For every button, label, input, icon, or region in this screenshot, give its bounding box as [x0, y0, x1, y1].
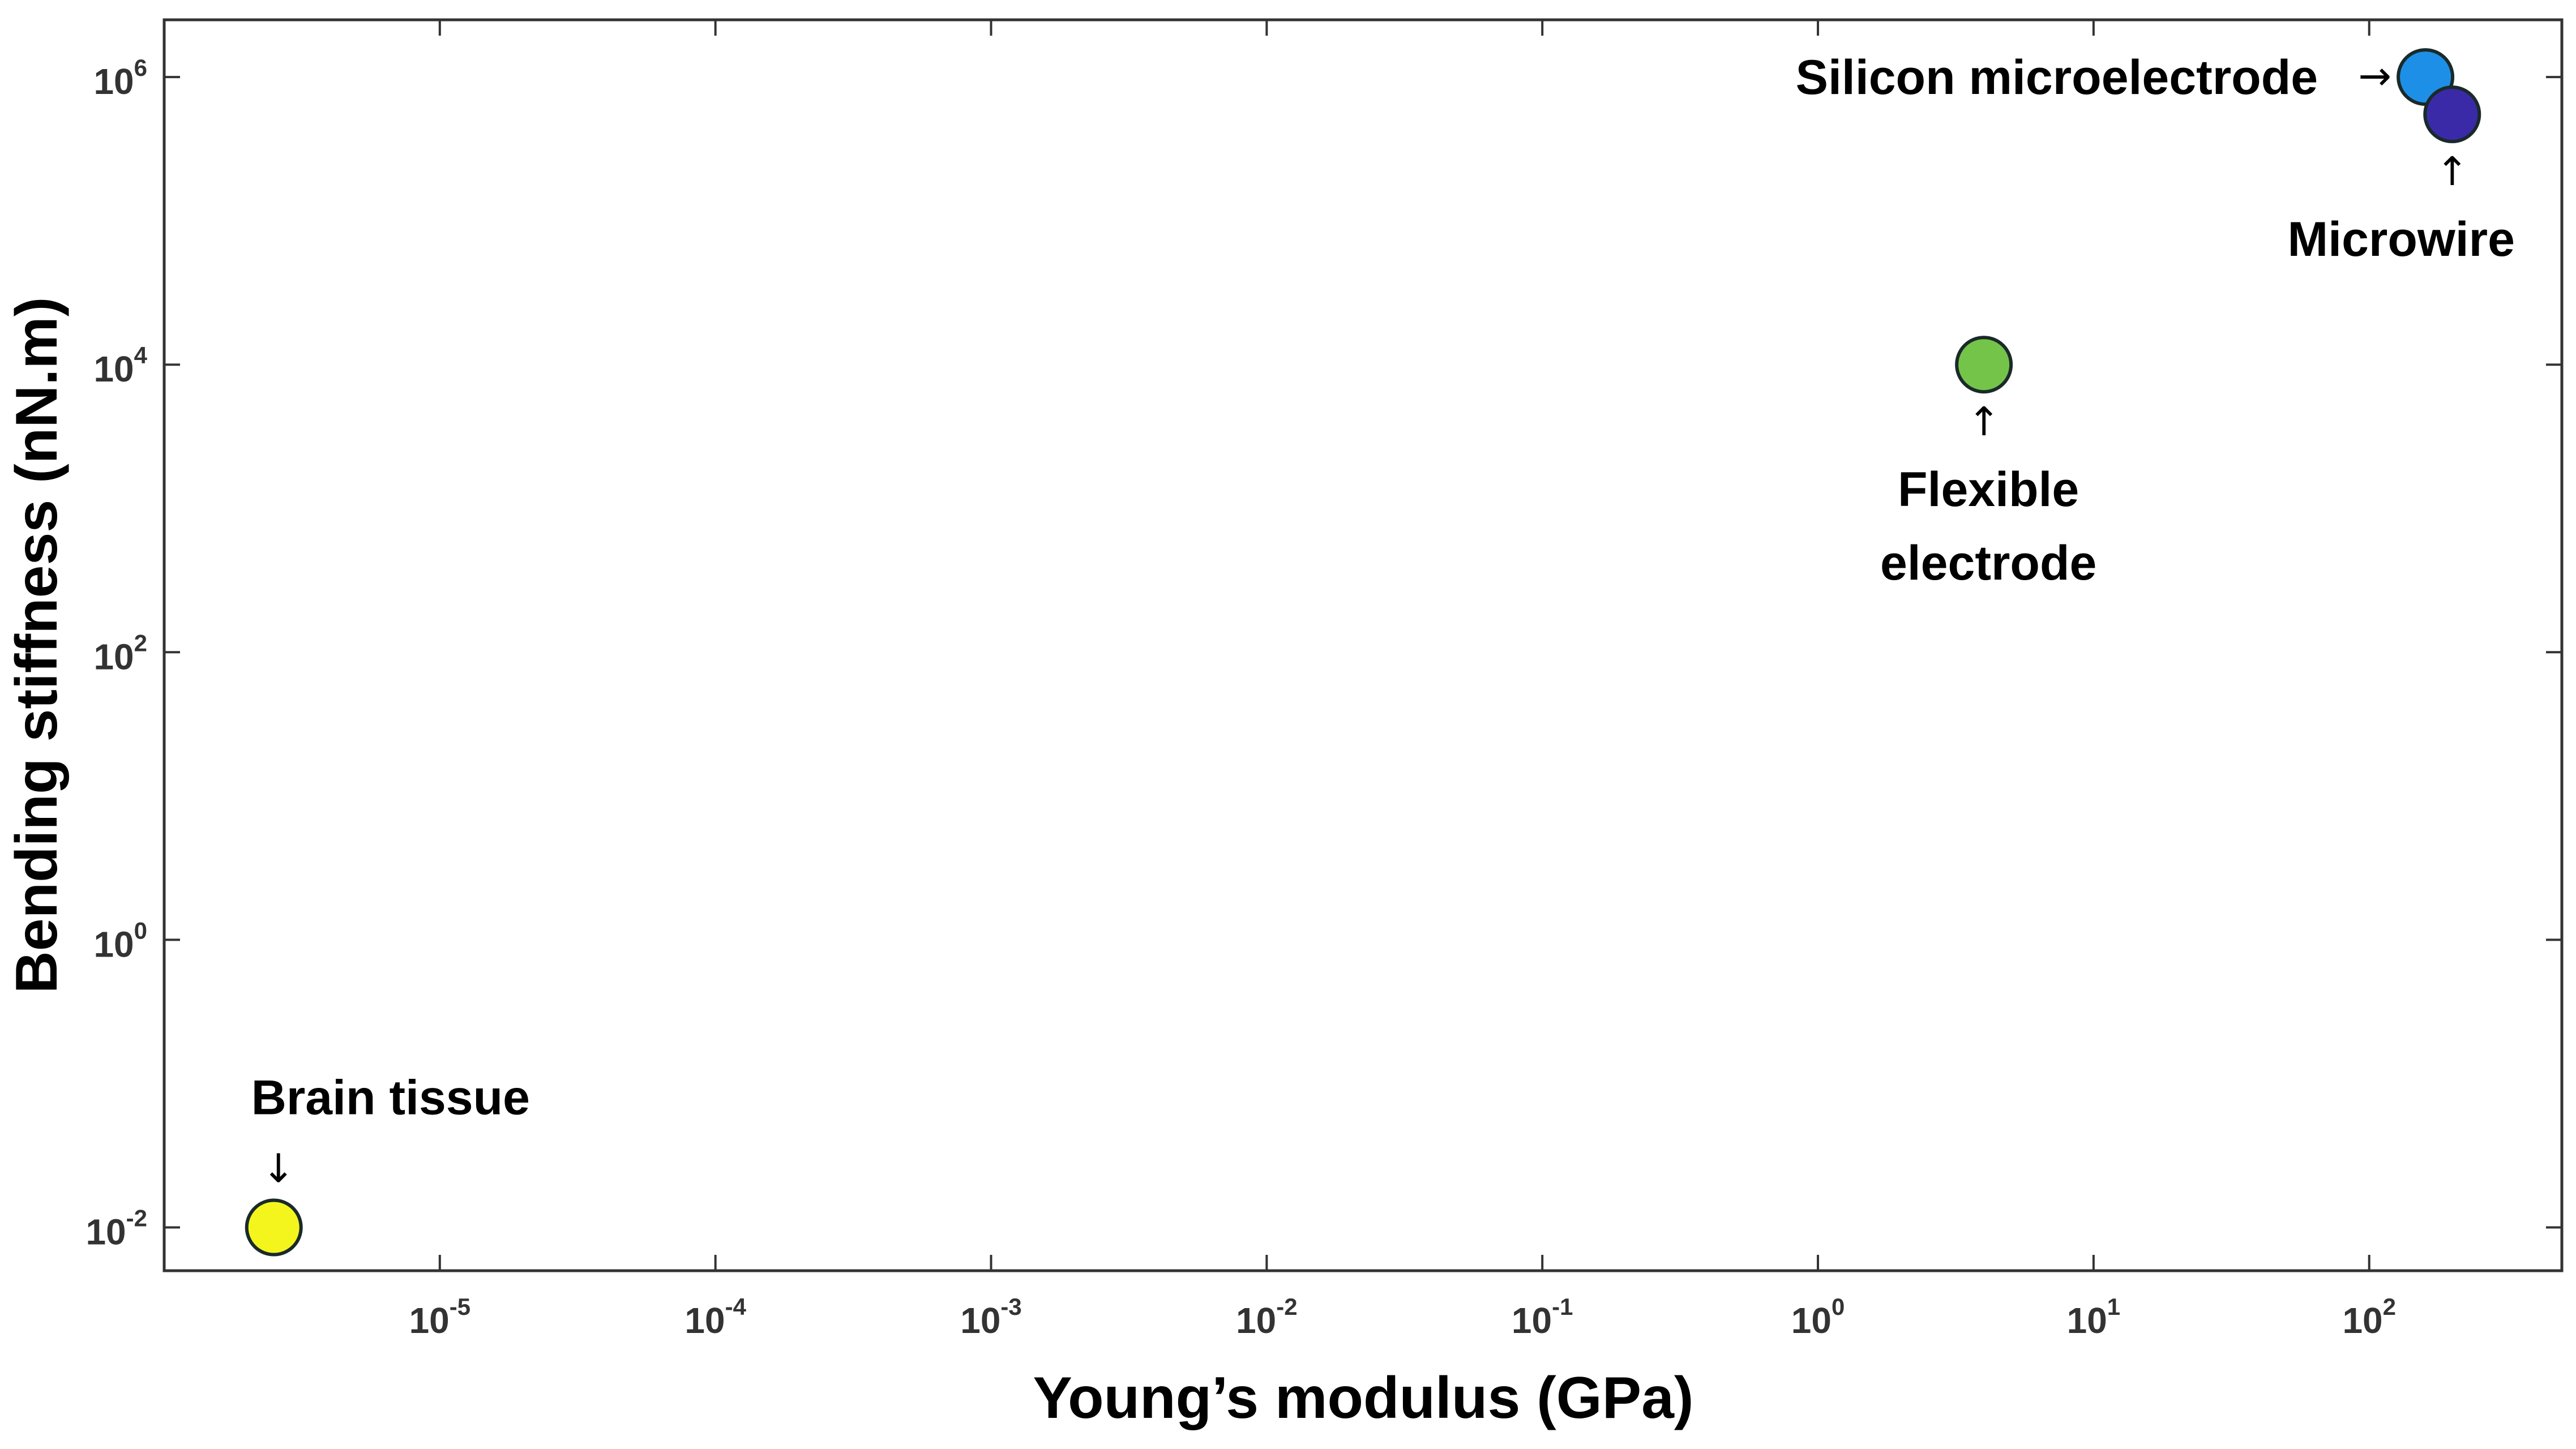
annotation-label: Flexible — [1898, 462, 2079, 517]
annotation-arrow: ↑ — [2436, 148, 2469, 195]
x-tick-label: 102 — [2342, 1293, 2396, 1341]
y-tick-label: 10-2 — [85, 1205, 147, 1253]
x-tick-label: 10-4 — [684, 1293, 746, 1341]
x-axis-title: Young’s modulus (GPa) — [1033, 1365, 1693, 1431]
annotation-label: Brain tissue — [251, 1071, 530, 1125]
x-axis: 10-5 10-4 10-3 10-2 10-1 100 101 102 — [409, 20, 2396, 1341]
x-tick-label: 100 — [1791, 1293, 1845, 1341]
point-microwire — [2423, 85, 2481, 144]
y-axis: 10-2 100 102 104 106 — [85, 54, 2562, 1253]
y-tick-label: 102 — [93, 629, 147, 677]
data-points — [245, 48, 2481, 1257]
plot-area — [162, 18, 2564, 1272]
annotation-label: Silicon microelectrode — [1796, 50, 2318, 105]
annotation-arrow: → — [2358, 53, 2391, 99]
y-tick-label: 104 — [93, 342, 147, 389]
annotation-label: electrode — [1880, 536, 2096, 590]
point-flexible-electrode — [1955, 336, 2013, 394]
x-tick-label: 10-5 — [409, 1293, 471, 1341]
point-annotations: ↓ Brain tissue ↑ Flexible electrode → Silicon … — [251, 50, 2515, 1191]
y-axis-title: Bending stiffness (nN.m) — [4, 297, 70, 994]
annotation-label: Microwire — [2288, 212, 2515, 267]
annotation-arrow: ↑ — [1967, 398, 2001, 445]
annotation-arrow: ↓ — [262, 1146, 295, 1192]
x-tick-label: 10-2 — [1236, 1293, 1298, 1341]
y-tick-label: 106 — [93, 54, 147, 102]
x-tick-label: 10-1 — [1512, 1293, 1573, 1341]
point-brain-tissue — [245, 1198, 303, 1257]
x-tick-label: 101 — [2067, 1293, 2121, 1341]
x-tick-label: 10-3 — [960, 1293, 1022, 1341]
y-tick-label: 100 — [93, 917, 147, 964]
